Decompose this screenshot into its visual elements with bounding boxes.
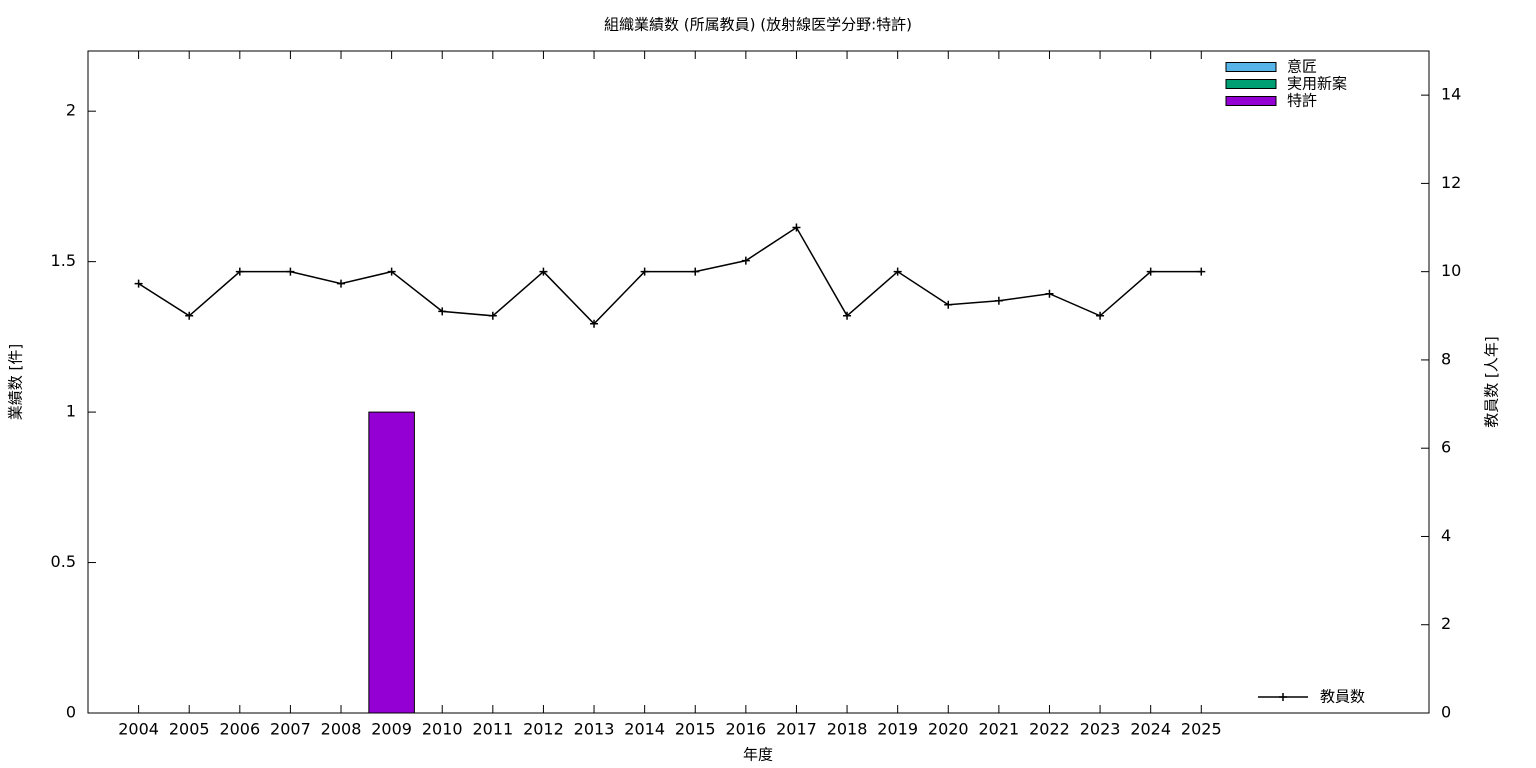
point bbox=[792, 223, 801, 232]
x-tick-label: 2022 bbox=[1029, 720, 1070, 739]
point bbox=[994, 296, 1003, 305]
point bbox=[640, 267, 649, 276]
legend-swatch bbox=[1225, 96, 1277, 106]
x-tick-label: 2023 bbox=[1080, 720, 1121, 739]
x-tick-label: 2014 bbox=[624, 720, 665, 739]
y-tick-label: 2 bbox=[66, 101, 76, 120]
legend-label: 実用新案 bbox=[1287, 75, 1347, 93]
point bbox=[590, 319, 599, 328]
x-tick-label: 2018 bbox=[827, 720, 868, 739]
x-tick-label: 2017 bbox=[776, 720, 817, 739]
x-tick-label: 2025 bbox=[1181, 720, 1222, 739]
point bbox=[1197, 267, 1206, 276]
y2-tick-label: 10 bbox=[1441, 261, 1461, 280]
point bbox=[893, 267, 902, 276]
point bbox=[134, 279, 143, 288]
x-tick-label: 2008 bbox=[321, 720, 362, 739]
x-tick-label: 2004 bbox=[118, 720, 159, 739]
point bbox=[387, 267, 396, 276]
x-tick-label: 2006 bbox=[219, 720, 260, 739]
legend-marker bbox=[1279, 693, 1287, 701]
point bbox=[944, 300, 953, 309]
x-tick-label: 2016 bbox=[725, 720, 766, 739]
point bbox=[488, 311, 497, 320]
y2-axis-label: 教員数 [人年] bbox=[1483, 336, 1501, 427]
x-tick-label: 2019 bbox=[877, 720, 918, 739]
point bbox=[1045, 289, 1054, 298]
x-tick-label: 2013 bbox=[574, 720, 615, 739]
y2-tick-label: 2 bbox=[1441, 614, 1451, 633]
point bbox=[337, 279, 346, 288]
x-tick-label: 2005 bbox=[169, 720, 210, 739]
point bbox=[1146, 267, 1155, 276]
y-tick-label: 1.5 bbox=[51, 251, 76, 270]
point bbox=[286, 267, 295, 276]
y2-tick-label: 8 bbox=[1441, 349, 1451, 368]
y-tick-label: 0.5 bbox=[51, 552, 76, 571]
legend-label: 特許 bbox=[1287, 92, 1317, 110]
y2-tick-label: 4 bbox=[1441, 526, 1451, 545]
legend-label: 教員数 bbox=[1320, 688, 1365, 706]
x-tick-label: 2009 bbox=[371, 720, 412, 739]
bar bbox=[368, 411, 415, 714]
y2-tick-label: 6 bbox=[1441, 438, 1451, 457]
x-axis-label: 年度 bbox=[743, 746, 773, 764]
y2-tick-label: 0 bbox=[1441, 703, 1451, 722]
point bbox=[741, 256, 750, 265]
y-tick-label: 1 bbox=[66, 402, 76, 421]
point bbox=[1096, 311, 1105, 320]
point bbox=[539, 267, 548, 276]
y-tick-label: 0 bbox=[66, 703, 76, 722]
plot-frame bbox=[87, 50, 1430, 714]
x-tick-label: 2012 bbox=[523, 720, 564, 739]
legend-swatch bbox=[1225, 79, 1277, 89]
y2-tick-label: 14 bbox=[1441, 85, 1461, 104]
point bbox=[235, 267, 244, 276]
x-tick-label: 2015 bbox=[675, 720, 716, 739]
x-tick-label: 2021 bbox=[979, 720, 1020, 739]
y-axis-label: 業績数 [件] bbox=[7, 344, 25, 420]
point bbox=[843, 311, 852, 320]
chart-title: 組織業績数 (所属教員) (放射線医学分野:特許) bbox=[604, 16, 912, 34]
x-tick-label: 2011 bbox=[472, 720, 513, 739]
legend-swatch bbox=[1225, 62, 1277, 72]
line bbox=[138, 226, 1202, 325]
x-tick-label: 2024 bbox=[1130, 720, 1171, 739]
x-tick-label: 2020 bbox=[928, 720, 969, 739]
x-tick-label: 2010 bbox=[422, 720, 463, 739]
x-tick-label: 2007 bbox=[270, 720, 311, 739]
legend-label: 意匠 bbox=[1287, 58, 1317, 76]
point bbox=[691, 267, 700, 276]
point bbox=[185, 311, 194, 320]
y2-tick-label: 12 bbox=[1441, 173, 1461, 192]
point bbox=[438, 307, 447, 316]
